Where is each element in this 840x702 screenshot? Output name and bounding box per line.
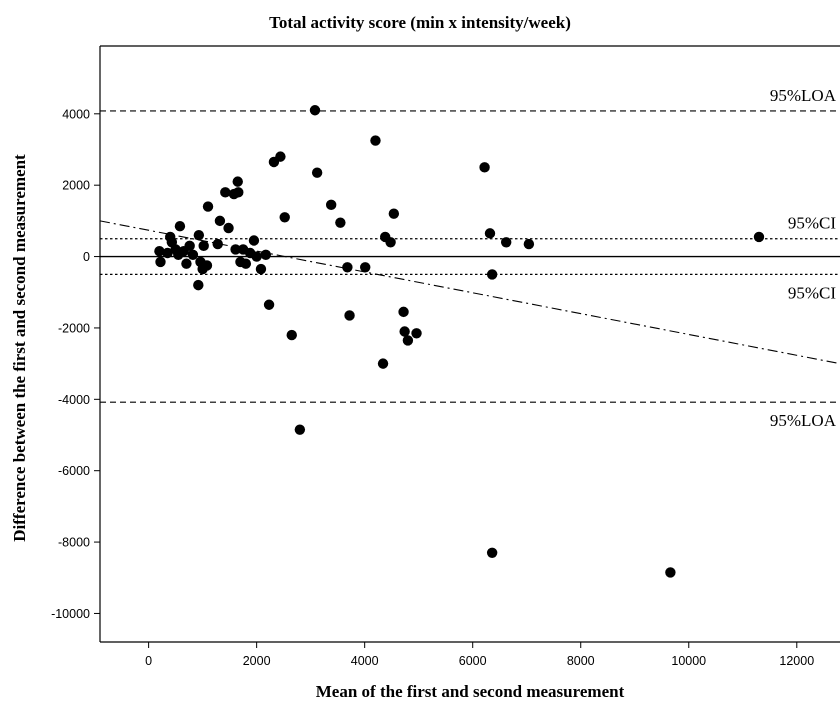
y-tick-label: 4000 [62, 107, 90, 121]
y-tick-label: 0 [83, 250, 90, 264]
y-tick-label: 2000 [62, 179, 90, 193]
data-point [370, 135, 381, 146]
data-point [309, 105, 321, 116]
data-point [279, 212, 290, 223]
data-point [240, 258, 252, 269]
data-point [220, 187, 231, 198]
data-point [286, 329, 297, 341]
data-point [202, 201, 214, 212]
data-point [377, 358, 389, 369]
chart-title: Total activity score (min x intensity/we… [269, 13, 571, 32]
data-point [181, 258, 192, 269]
data-point [385, 237, 396, 248]
data-point [162, 247, 173, 259]
data-point [335, 217, 346, 228]
y-tick-label: -2000 [58, 321, 90, 335]
data-point [214, 215, 226, 227]
data-point [399, 326, 410, 337]
upper-ci-label: 95%CI [788, 214, 837, 233]
data-point [753, 231, 765, 243]
x-tick-label: 0 [145, 654, 152, 668]
data-point [223, 222, 234, 234]
data-point [255, 263, 267, 275]
data-point [184, 240, 195, 252]
data-point [388, 208, 400, 219]
y-tick-label: -4000 [58, 393, 90, 407]
data-point [311, 167, 323, 178]
data-point [484, 228, 496, 239]
data-point [260, 249, 272, 260]
data-point [275, 151, 286, 162]
data-point [486, 269, 498, 280]
data-point [251, 251, 262, 262]
x-tick-label: 8000 [567, 654, 595, 668]
data-point [212, 238, 223, 250]
data-point [325, 199, 337, 211]
x-tick-label: 2000 [243, 654, 271, 668]
data-point [486, 547, 498, 558]
data-point [248, 235, 260, 246]
x-tick-label: 10000 [671, 654, 706, 668]
data-point [263, 299, 275, 310]
data-point [154, 246, 165, 257]
data-point [479, 162, 490, 173]
data-point [523, 238, 535, 250]
data-point [193, 229, 205, 241]
data-point [360, 262, 371, 273]
x-tick-label: 6000 [459, 654, 487, 668]
data-point [198, 240, 209, 252]
y-tick-label: -10000 [51, 607, 90, 621]
data-point [411, 328, 422, 339]
data-point [201, 260, 213, 271]
lower-loa-label: 95%LOA [770, 411, 837, 430]
regression-line [99, 220, 840, 365]
data-point [344, 310, 355, 321]
data-point [193, 279, 204, 291]
data-point [665, 567, 676, 578]
data-point [294, 424, 306, 435]
data-point [500, 237, 512, 248]
data-point [174, 221, 186, 232]
data-point [230, 244, 241, 255]
data-point [402, 335, 414, 346]
data-point [155, 256, 166, 268]
data-point [342, 262, 353, 273]
x-axis-label: Mean of the first and second measurement [315, 682, 625, 701]
data-point [187, 249, 199, 260]
y-tick-label: -6000 [58, 464, 90, 478]
y-tick-label: -8000 [58, 536, 90, 550]
data-point [232, 176, 243, 187]
data-point [233, 187, 244, 198]
x-tick-label: 4000 [351, 654, 379, 668]
x-tick-label: 12000 [779, 654, 814, 668]
upper-loa-label: 95%LOA [770, 86, 837, 105]
data-point [398, 306, 409, 318]
lower-ci-label: 95%CI [788, 283, 837, 302]
